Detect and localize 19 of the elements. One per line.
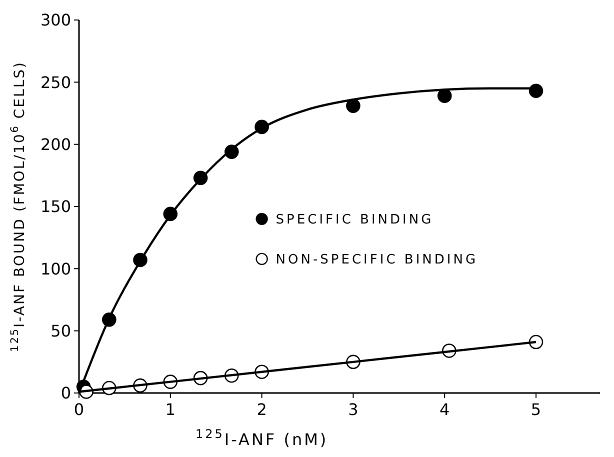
y-tick-label: 250 xyxy=(40,72,71,92)
x-tick-label: 3 xyxy=(348,400,358,419)
legend-label: NON-SPECIFIC BINDING xyxy=(276,252,478,268)
x-tick-label: 1 xyxy=(165,400,176,419)
y-tick-label: 150 xyxy=(40,197,71,216)
x-axis-title: $^{125}$I-ANF (nM) xyxy=(195,427,328,449)
y-tick-label: 50 xyxy=(50,321,71,340)
x-tick-label: 0 xyxy=(74,400,84,419)
point xyxy=(437,88,452,103)
point xyxy=(346,98,360,113)
y-tick-label: 300 xyxy=(40,10,71,30)
y-tick-label: 200 xyxy=(40,134,71,154)
point xyxy=(528,84,544,98)
x-tick-label: 5 xyxy=(530,400,542,419)
x-tick-label: 4 xyxy=(440,400,450,419)
x-tick-label: 2 xyxy=(256,400,267,419)
y-tick-label: 100 xyxy=(40,259,71,278)
y-tick-label: 0 xyxy=(60,384,71,403)
legend-label: SPECIFIC BINDING xyxy=(276,212,434,228)
